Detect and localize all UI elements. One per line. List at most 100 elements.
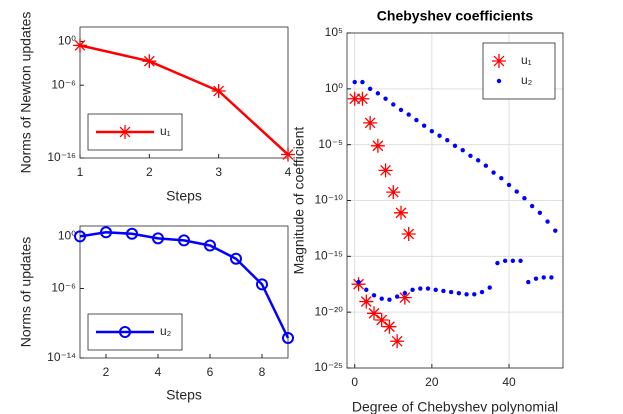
data-point — [402, 290, 408, 296]
x-tick-label: 1 — [77, 165, 84, 179]
y-tick-label: 10⁻²⁵ — [314, 360, 343, 374]
data-point — [398, 107, 404, 113]
data-point — [73, 38, 87, 53]
data-point — [452, 143, 458, 149]
x-tick-label: 3 — [215, 165, 222, 179]
data-point — [382, 319, 397, 334]
chart-title: Chebyshev coefficients — [377, 8, 534, 24]
data-point — [445, 138, 450, 143]
data-point — [410, 287, 415, 293]
data-point — [359, 294, 374, 309]
data-point — [126, 227, 138, 240]
data-point — [425, 286, 431, 291]
x-tick-label: 6 — [207, 365, 214, 379]
data-point — [533, 276, 539, 281]
data-point — [553, 228, 558, 233]
data-point — [414, 117, 419, 123]
legend-label: u₁ — [160, 124, 171, 138]
data-point — [360, 79, 365, 85]
series-line — [79, 231, 290, 339]
data-point — [383, 96, 388, 101]
data-point — [529, 203, 535, 209]
data-point — [406, 112, 411, 117]
data-point — [356, 279, 361, 285]
data-point — [230, 252, 242, 265]
data-point — [441, 288, 446, 294]
data-point — [483, 163, 489, 168]
data-point — [352, 79, 357, 85]
y-axis-label: Magnitude of coefficient — [291, 127, 307, 275]
data-point — [367, 306, 381, 321]
axes-box — [346, 32, 564, 369]
data-point — [460, 147, 465, 153]
data-point — [364, 287, 369, 293]
y-tick-label: 10⁻¹⁶ — [47, 150, 76, 164]
data-point — [281, 147, 295, 162]
data-point — [397, 290, 412, 305]
y-axis-label: Norms of updates — [18, 237, 34, 348]
legend-label: u₂ — [521, 73, 533, 87]
y-tick-label: 10⁻⁶ — [51, 281, 76, 295]
data-point — [487, 285, 492, 290]
data-point — [537, 210, 543, 216]
data-point — [472, 292, 477, 297]
y-tick-label: 10⁰ — [58, 34, 76, 48]
data-point — [74, 230, 86, 243]
data-point — [421, 123, 427, 128]
data-point — [429, 129, 435, 134]
x-tick-label: 4 — [285, 165, 292, 179]
x-axis-label: Steps — [166, 188, 202, 204]
data-point — [370, 138, 385, 153]
data-point — [514, 189, 519, 194]
data-point — [456, 290, 462, 296]
data-point — [526, 279, 531, 285]
y-tick-label: 10⁰ — [325, 81, 343, 95]
x-tick-label: 4 — [155, 365, 162, 379]
x-tick-label: 2 — [103, 365, 110, 379]
legend-label: u₁ — [521, 53, 532, 67]
y-axis-label: Norms of Newton updates — [18, 12, 34, 174]
data-point — [367, 86, 373, 92]
y-tick-label: 10⁰ — [58, 229, 76, 243]
legend-marker — [492, 54, 506, 68]
y-tick-label: 10⁻¹⁵ — [314, 249, 343, 263]
data-point — [499, 175, 504, 181]
x-axis-label: Steps — [166, 387, 202, 403]
series-line — [79, 44, 289, 156]
data-point — [142, 54, 157, 69]
y-tick-label: 10⁻⁶ — [51, 77, 76, 91]
data-point — [541, 275, 546, 280]
data-point — [479, 289, 485, 295]
legend-marker — [119, 326, 131, 338]
x-tick-label: 8 — [259, 365, 266, 379]
data-point — [491, 170, 496, 175]
data-point — [448, 289, 454, 295]
data-point — [390, 334, 405, 349]
data-point — [437, 133, 442, 138]
data-point — [282, 332, 294, 345]
data-point — [100, 226, 112, 239]
data-point — [506, 182, 512, 188]
data-point — [178, 234, 190, 247]
data-point — [355, 91, 370, 106]
data-point — [401, 227, 416, 241]
legend-box — [482, 42, 556, 100]
x-tick-label: 2 — [146, 165, 153, 179]
data-point — [347, 91, 362, 106]
data-point — [363, 115, 378, 130]
data-point — [375, 91, 381, 96]
data-point — [394, 205, 408, 220]
data-point — [374, 312, 389, 327]
y-tick-label: 10⁻¹⁴ — [47, 350, 76, 364]
data-point — [394, 294, 400, 299]
data-point — [204, 239, 216, 252]
data-point — [502, 258, 508, 263]
data-point — [545, 219, 550, 224]
axes-box — [79, 225, 289, 359]
data-point — [387, 297, 392, 302]
data-point — [211, 84, 226, 99]
data-point — [510, 258, 516, 263]
axes-box — [79, 26, 289, 159]
legend-marker — [496, 78, 502, 84]
data-point — [152, 232, 164, 245]
